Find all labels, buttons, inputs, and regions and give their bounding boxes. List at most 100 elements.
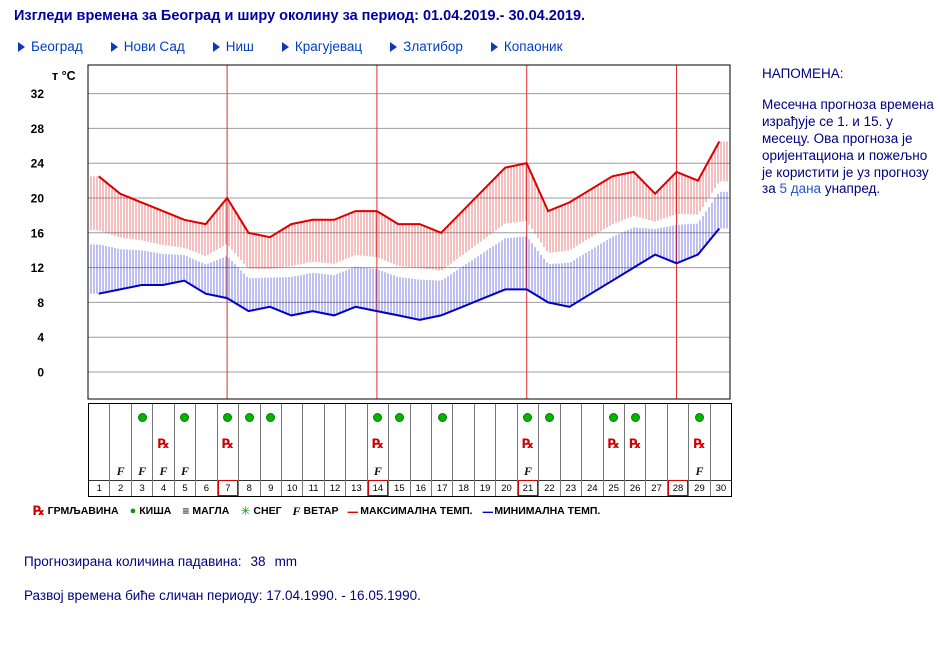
day-column: ℞ 25 [603, 404, 625, 496]
rain-icon [137, 413, 147, 422]
nav-link-zlatibor[interactable]: Златибор [390, 39, 463, 54]
wind-icon: F [523, 464, 532, 478]
day-number: 13 [346, 480, 367, 496]
day-strip: 1 F 2 F 3 ℞ F 4 F 5 6 ℞ 7 8 9 10 11 12 13 ℞ F 14 15 16 17 18 19 20 ℞… [88, 403, 732, 497]
legend-label: КИША [139, 505, 172, 517]
day-number: 8 [239, 480, 260, 496]
day-number: 3 [131, 480, 153, 496]
legend-label: СНЕГ [253, 505, 282, 517]
svg-text:32: 32 [31, 87, 45, 101]
svg-text:8: 8 [37, 296, 44, 310]
thunderstorm-icon: ℞ [222, 437, 234, 452]
thunderstorm-icon: ℞ [372, 437, 384, 452]
day-number: 16 [410, 480, 431, 496]
min-temp-line-icon: – [481, 503, 494, 519]
arrow-icon [212, 41, 220, 52]
wind-icon: F [373, 464, 382, 478]
day-number: 11 [303, 480, 324, 496]
wind-icon: F [159, 464, 168, 478]
nav-label: Копаоник [503, 39, 563, 54]
thunderstorm-icon: ℞ [693, 437, 706, 452]
thunderstorm-icon: ℞ [629, 437, 641, 452]
day-column: 16 [410, 404, 432, 496]
day-number: 1 [89, 480, 110, 496]
day-column: 30 [710, 404, 732, 496]
day-column: 11 [303, 404, 325, 496]
thunderstorm-icon: ℞ [607, 437, 620, 452]
svg-text:0: 0 [37, 366, 44, 380]
day-column: ℞ F 21 [517, 404, 540, 496]
rain-icon: ● [129, 504, 137, 517]
day-number: 18 [453, 480, 474, 496]
day-number: 25 [603, 480, 624, 496]
legend-label: МАГЛА [192, 505, 230, 517]
day-number: 22 [539, 480, 560, 496]
rain-icon [523, 413, 533, 422]
day-number: 24 [582, 480, 603, 496]
day-number: 2 [110, 480, 131, 496]
day-column: 19 [474, 404, 497, 496]
five-day-forecast-link[interactable]: 5 дана [779, 181, 822, 197]
max-temp-line-icon: – [347, 503, 360, 519]
nav-label: Златибор [403, 39, 463, 54]
arrow-icon [490, 41, 498, 52]
nav-label: Ниш [225, 39, 254, 54]
precipitation-line: Прогнозирана количина падавина: 38 mm [24, 554, 940, 569]
svg-text:4: 4 [37, 331, 44, 345]
rain-icon [373, 413, 383, 422]
day-number: 21 [517, 480, 539, 496]
day-column: 22 [539, 404, 561, 496]
day-number: 15 [389, 480, 410, 496]
thunderstorm-icon: ℞ [33, 503, 45, 519]
svg-text:т °C: т °C [52, 69, 76, 83]
day-number: 19 [474, 480, 496, 496]
day-column: ℞ 7 [217, 404, 240, 496]
note-heading: НАПОМЕНА: [762, 66, 844, 81]
arrow-icon [110, 41, 118, 52]
nav-label: Београд [31, 39, 83, 54]
day-column: ℞ F 29 [689, 404, 711, 496]
arrow-icon [18, 41, 25, 52]
day-column: ℞ F 4 [153, 404, 175, 496]
day-number: 10 [281, 480, 303, 496]
day-column: 20 [496, 404, 518, 496]
day-column: 18 [453, 404, 475, 496]
forecast-chart-area: 0 4 8 12 16 20 24 28 32 т °C 1 F 2 F 3 ℞ F 4 F 5 6 ℞ 7 8 9 10 11 1… [0, 64, 732, 518]
precipitation-value: 38 [250, 554, 266, 569]
svg-text:12: 12 [31, 261, 45, 275]
nav-link-kopaonik[interactable]: Копаоник [490, 39, 563, 54]
nav-link-novi-sad[interactable]: Нови Сад [110, 39, 185, 54]
svg-text:16: 16 [31, 226, 45, 240]
temperature-chart: 0 4 8 12 16 20 24 28 32 т °C [31, 64, 731, 400]
page-title: Изгледи времена за Београд и ширу околин… [14, 8, 586, 24]
day-column: 27 [646, 404, 668, 496]
day-number: 17 [432, 480, 453, 496]
nav-link-beograd[interactable]: Београд [18, 39, 83, 54]
day-column: 10 [281, 404, 304, 496]
rain-icon [394, 413, 404, 422]
nav-link-nis[interactable]: Ниш [212, 39, 254, 54]
day-number: 26 [624, 480, 646, 496]
day-number: 28 [667, 480, 689, 496]
rain-icon [266, 413, 276, 422]
day-number: 4 [153, 480, 174, 496]
day-column: 17 [432, 404, 454, 496]
svg-text:28: 28 [31, 122, 45, 136]
day-number: 29 [689, 480, 710, 496]
day-column: 8 [239, 404, 261, 496]
precipitation-label: Прогнозирана количина падавина: [24, 554, 242, 569]
day-number: 6 [196, 480, 217, 496]
rain-icon [694, 413, 704, 422]
legend-item-max-temp: – МАКСИМАЛНА ТЕМП. [347, 503, 473, 519]
note-text: Месечна прогноза времена израђује се 1. … [762, 97, 940, 198]
day-number: 7 [217, 480, 239, 496]
wind-icon: F [292, 504, 301, 518]
rain-icon [180, 413, 190, 422]
day-number: 30 [710, 480, 732, 496]
day-column: 12 [324, 404, 347, 496]
nav-link-kragujevac[interactable]: Крагујевац [281, 39, 362, 54]
day-number: 27 [646, 480, 667, 496]
rain-icon [244, 413, 254, 422]
svg-text:20: 20 [31, 192, 45, 206]
